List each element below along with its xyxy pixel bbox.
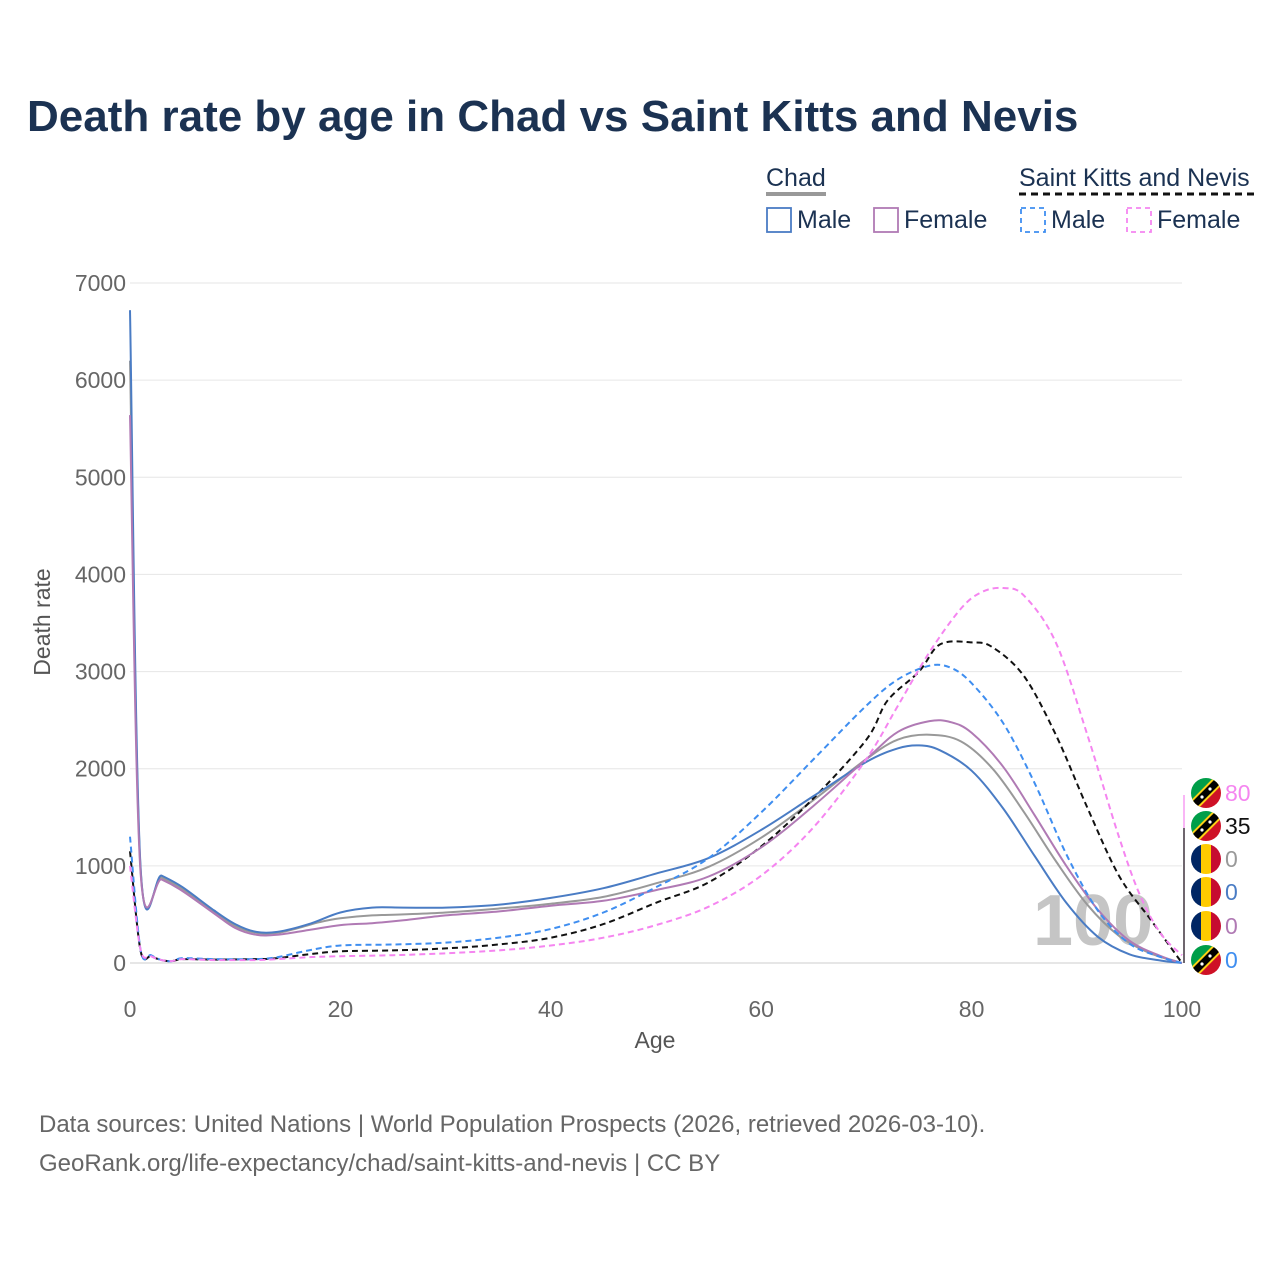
x-tick-label: 0 [124, 996, 137, 1022]
x-tick-label: 20 [328, 996, 354, 1022]
x-tick-label: 60 [748, 996, 774, 1022]
end-labels: 80 35 0 0 0 0 [1183, 778, 1251, 975]
flag-icon-chad [1191, 911, 1221, 941]
legend-item-label: Female [1157, 206, 1240, 234]
end-label-value: 80 [1225, 780, 1251, 806]
legend-item-label: Male [1051, 206, 1105, 234]
x-axis-title: Age [635, 1027, 676, 1053]
y-tick-label: 3000 [75, 659, 126, 685]
y-tick-label: 5000 [75, 464, 126, 490]
end-label-value: 0 [1225, 879, 1238, 905]
legend-group-saint-kitts-and-nevis[interactable]: Saint Kitts and Nevis Male Female [1019, 164, 1254, 234]
end-label-value: 0 [1225, 846, 1238, 872]
series-line-4 [129, 663, 1183, 964]
end-label-value: 0 [1225, 947, 1238, 973]
flag-icon-saint-kitts-and-nevis [1191, 778, 1221, 808]
y-tick-label: 7000 [75, 270, 126, 296]
legend-item-label: Male [797, 206, 851, 234]
series-line-0 [129, 360, 1183, 964]
series-line-5 [129, 586, 1183, 963]
y-axis-title: Death rate [29, 568, 55, 675]
legend-group-label: Chad [766, 164, 826, 192]
y-tick-label: 1000 [75, 853, 126, 879]
flag-icon-saint-kitts-and-nevis [1191, 811, 1221, 841]
series-line-2 [129, 310, 1183, 964]
y-tick-label: 6000 [75, 367, 126, 393]
legend-swatch-chad-male [766, 207, 792, 233]
chart-title: Death rate by age in Chad vs Saint Kitts… [27, 92, 1078, 141]
source-line-2: GeoRank.org/life-expectancy/chad/saint-k… [39, 1150, 720, 1177]
legend-item-label: Female [904, 206, 987, 234]
end-label-value: 0 [1225, 913, 1238, 939]
y-tick-label: 0 [113, 950, 126, 976]
x-tick-label: 100 [1163, 996, 1201, 1022]
watermark-age: 100 [1033, 881, 1153, 961]
legend-swatch-skn-male [1020, 207, 1046, 233]
end-label-value: 35 [1225, 813, 1251, 839]
legend-swatch-skn-female [1126, 207, 1152, 233]
x-tick-label: 40 [538, 996, 564, 1022]
series-line-1 [129, 640, 1183, 964]
series-lines [129, 310, 1183, 964]
x-axis: 0 20 40 60 80 100 [124, 996, 1202, 1022]
source-line-1: Data sources: United Nations | World Pop… [39, 1111, 985, 1138]
x-tick-label: 80 [959, 996, 985, 1022]
y-tick-label: 2000 [75, 756, 126, 782]
legend-group-chad[interactable]: Chad Male Female [766, 164, 987, 234]
y-axis: 0 1000 2000 3000 4000 5000 6000 7000 [75, 270, 126, 976]
y-tick-label: 4000 [75, 561, 126, 587]
flag-icon-saint-kitts-and-nevis [1191, 945, 1221, 975]
legend-group-label: Saint Kitts and Nevis [1019, 164, 1250, 192]
series-line-3 [129, 415, 1183, 964]
grid-lines [130, 282, 1182, 964]
legend-swatch-chad-female [873, 207, 899, 233]
flag-icon-chad [1191, 877, 1221, 907]
legend: Chad Male Female Saint Kitts and Nevis M… [766, 164, 1254, 234]
flag-icon-chad [1191, 844, 1221, 874]
